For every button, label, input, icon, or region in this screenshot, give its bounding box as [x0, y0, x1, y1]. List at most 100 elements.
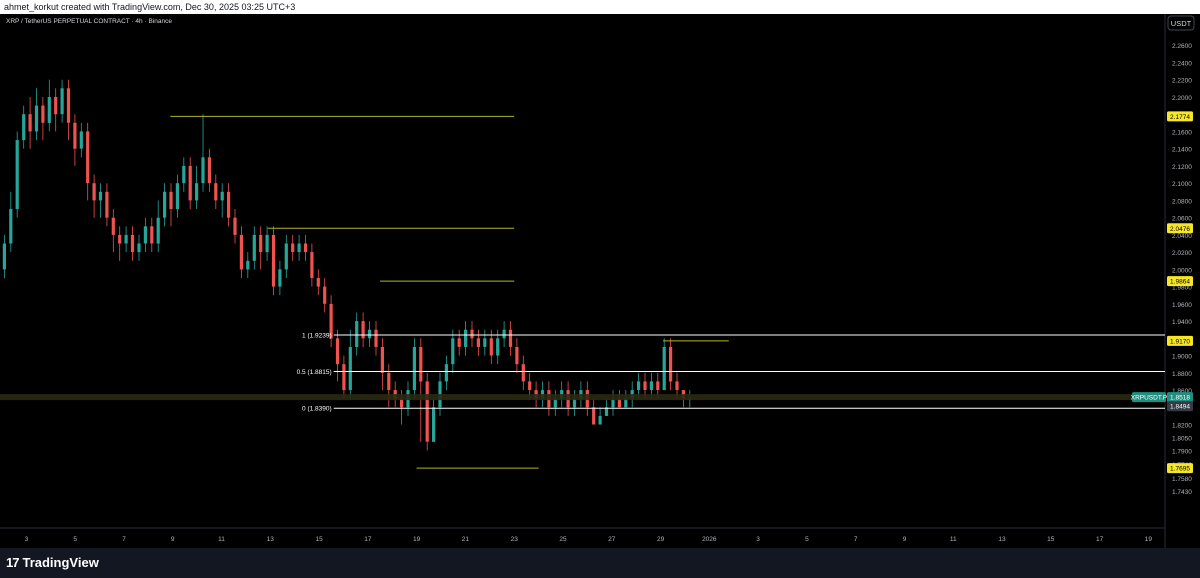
price-chart[interactable]: XRP / TetherUS PERPETUAL CONTRACT · 4h ·… — [0, 14, 1200, 548]
time-tick-label: 15 — [1047, 536, 1055, 543]
price-label-box — [1132, 392, 1166, 403]
price-tick-label: 1.9800 — [1172, 285, 1192, 292]
time-tick-label: 2026 — [702, 536, 717, 543]
price-tick-label: 2.2600 — [1172, 43, 1192, 50]
time-tick-label: 7 — [122, 536, 126, 543]
candle-body — [105, 191, 109, 218]
candle-body — [419, 347, 423, 382]
credit-bar: ahmet_korkut created with TradingView.co… — [0, 0, 1200, 14]
price-label-text: 1.8494 — [1170, 404, 1190, 411]
price-tick-label: 2.0400 — [1172, 233, 1192, 240]
candle-body — [278, 269, 282, 287]
candle-body — [2, 243, 6, 270]
tradingview-logo-icon: 17 — [6, 555, 20, 570]
price-tick-label: 1.7900 — [1172, 448, 1192, 455]
candle-body — [124, 234, 128, 244]
candle-body — [182, 165, 186, 184]
candle-body — [28, 114, 32, 132]
candle-body — [9, 209, 13, 244]
candle-body — [528, 381, 532, 390]
chart-area[interactable]: XRP / TetherUS PERPETUAL CONTRACT · 4h ·… — [0, 14, 1200, 548]
candle-body — [515, 347, 519, 365]
candle-body — [15, 140, 19, 210]
price-tick-label: 2.0200 — [1172, 250, 1192, 257]
price-tick-label: 1.7430 — [1172, 489, 1192, 496]
time-tick-label: 23 — [511, 536, 519, 543]
price-label-box — [1167, 111, 1193, 122]
price-tick-label: 2.1600 — [1172, 129, 1192, 136]
candle-body — [73, 122, 77, 149]
time-tick-label: 15 — [315, 536, 323, 543]
levels-layer: 1 (1.9239) 0.5 (1.8815) 0 (1.8390) — [0, 115, 1165, 469]
candle-body — [374, 329, 378, 347]
candle-body — [169, 191, 173, 209]
candle-body — [412, 347, 416, 391]
candle-body — [432, 407, 436, 442]
candle-body — [111, 217, 115, 235]
price-label-box — [1167, 335, 1193, 346]
footer-bar: 17 TradingView — [0, 548, 1200, 578]
candle-body — [348, 347, 352, 391]
fib-level-label: 0.5 (1.8815) — [297, 369, 332, 376]
price-tick-label: 1.8050 — [1172, 436, 1192, 443]
candle-body — [195, 183, 199, 201]
price-tick-label: 2.1200 — [1172, 164, 1192, 171]
time-tick-label: 13 — [998, 536, 1006, 543]
candle-body — [284, 243, 288, 270]
candle-body — [508, 329, 513, 347]
candle-body — [669, 347, 673, 382]
time-tick-label: 21 — [462, 536, 470, 543]
candle-body — [470, 329, 474, 339]
price-tick-label: 1.8200 — [1172, 423, 1192, 430]
time-tick-label: 19 — [413, 536, 421, 543]
candle-body — [143, 226, 147, 244]
candle-body — [649, 381, 653, 390]
currency-button-label[interactable]: USDT — [1171, 19, 1192, 28]
currency-button[interactable]: USDT — [1167, 15, 1195, 31]
candle-body — [137, 243, 141, 253]
candle-body — [303, 243, 308, 253]
time-tick-label: 17 — [364, 536, 372, 543]
candle-body — [163, 191, 167, 218]
candle-body — [592, 407, 596, 425]
price-tick-label: 2.2200 — [1172, 78, 1192, 85]
candle-body — [387, 372, 391, 390]
candle-body — [457, 338, 461, 347]
candle-body — [572, 398, 577, 408]
candle-body — [271, 234, 276, 287]
candle-body — [220, 191, 224, 201]
chart-symbol-title: XRP / TetherUS PERPETUAL CONTRACT · 4h ·… — [6, 18, 172, 25]
credit-text: ahmet_korkut created with TradingView.co… — [4, 2, 296, 12]
price-label-box — [1167, 392, 1193, 403]
candle-body — [207, 157, 211, 184]
time-tick-label: 11 — [218, 536, 225, 543]
currency-button-box[interactable] — [1167, 15, 1195, 31]
tradingview-brand-text: TradingView — [22, 555, 99, 570]
price-label-text: 1.8518 — [1170, 395, 1190, 402]
price-tick-label: 2.0000 — [1172, 267, 1192, 274]
tradingview-logo[interactable]: 17 TradingView — [6, 555, 99, 570]
candle-body — [79, 131, 83, 149]
price-label-text: 2.1774 — [1170, 114, 1190, 121]
price-label-text: 1.9170 — [1170, 338, 1190, 345]
time-tick-label: 13 — [267, 536, 275, 543]
candle-body — [496, 338, 500, 356]
price-tick-label: 2.0800 — [1172, 198, 1192, 205]
candle-body — [239, 234, 243, 270]
price-label-box — [1167, 463, 1193, 474]
price-tick-label: 2.0600 — [1172, 216, 1192, 223]
candle-body — [227, 191, 231, 218]
candle-body — [130, 234, 135, 253]
price-tick-label: 2.1400 — [1172, 147, 1192, 154]
price-tick-label: 1.9600 — [1172, 302, 1192, 309]
candle-body — [316, 278, 320, 287]
candle-body — [637, 381, 641, 390]
candle-body — [66, 88, 71, 123]
time-tick-label: 7 — [854, 536, 858, 543]
candle-body — [118, 234, 122, 244]
candle-body — [425, 381, 429, 442]
candle-body — [662, 347, 666, 391]
candle-body — [444, 364, 448, 382]
candle-body — [246, 260, 250, 270]
candle-body — [502, 329, 506, 339]
